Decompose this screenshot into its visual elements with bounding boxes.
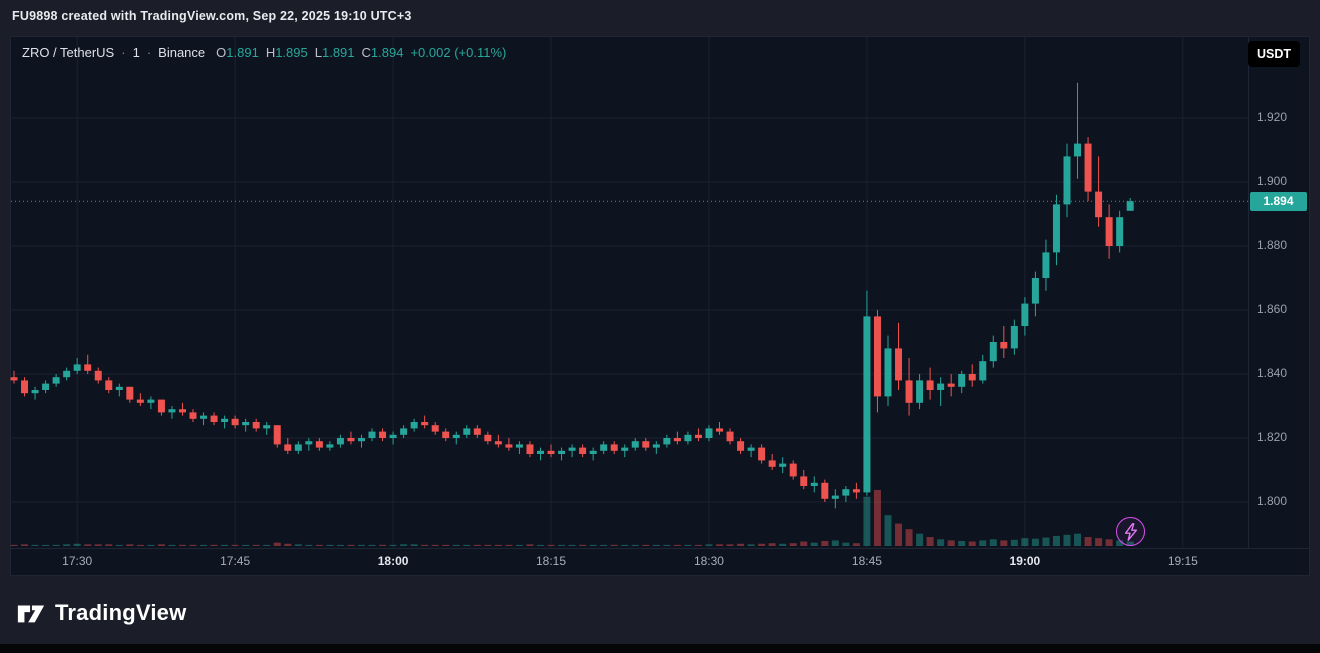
tradingview-brand-link[interactable]: TradingView xyxy=(16,598,186,628)
low-value: 1.891 xyxy=(321,45,355,60)
time-axis-label: 17:30 xyxy=(62,554,93,568)
open-value: 1.891 xyxy=(226,45,259,60)
time-axis-label: 18:00 xyxy=(377,554,409,568)
tradingview-logo-icon xyxy=(17,605,45,623)
time-axis-label: 18:30 xyxy=(693,554,724,568)
bottom-strip xyxy=(0,644,1320,653)
price-axis-label: 1.880 xyxy=(1257,238,1288,252)
time-axis-label: 19:00 xyxy=(1009,554,1041,568)
interval-label[interactable]: 1 xyxy=(132,45,140,60)
price-axis-label: 1.920 xyxy=(1257,110,1288,124)
high-value: 1.895 xyxy=(275,45,308,60)
chart-legend[interactable]: ZRO / TetherUS · 1 · Binance O1.891 H1.8… xyxy=(22,45,506,60)
last-price-badge: 1.894 xyxy=(1250,191,1307,211)
legend-separator: · xyxy=(146,45,152,60)
time-axis-separator xyxy=(11,548,1309,549)
low-label: L xyxy=(314,45,322,60)
price-axis-label: 1.820 xyxy=(1257,430,1288,444)
chart-pane[interactable] xyxy=(10,36,1310,576)
exchange-label: Binance xyxy=(158,45,206,60)
close-value: 1.894 xyxy=(370,45,404,60)
price-axis-separator xyxy=(1248,37,1249,548)
close-label: C xyxy=(361,45,371,60)
currency-toggle-button[interactable]: USDT xyxy=(1248,41,1300,67)
price-axis-label: 1.860 xyxy=(1257,302,1288,316)
lightning-icon xyxy=(1124,522,1137,541)
symbol-title[interactable]: ZRO / TetherUS xyxy=(22,45,115,60)
price-axis-label: 1.900 xyxy=(1257,174,1288,188)
change-label: +0.002 (+0.11%) xyxy=(410,45,507,60)
high-label: H xyxy=(265,45,276,60)
lightning-marker-button[interactable] xyxy=(1116,517,1145,546)
open-label: O xyxy=(216,45,227,60)
brand-name: TradingView xyxy=(55,600,187,625)
time-axis-label: 18:45 xyxy=(851,554,882,568)
attribution-text: FU9898 created with TradingView.com, Sep… xyxy=(12,9,412,23)
price-axis-label: 1.840 xyxy=(1257,366,1288,380)
footer: TradingView xyxy=(16,598,186,628)
ohlc-values: O1.891 H1.895 L1.891 C1.894 xyxy=(216,45,403,60)
time-axis-label: 18:15 xyxy=(536,554,567,568)
time-axis-label: 19:15 xyxy=(1167,554,1198,568)
legend-separator: · xyxy=(121,45,126,60)
time-axis-label: 17:45 xyxy=(220,554,251,568)
time-axis[interactable]: 17:30 17:45 18:00 18:15 18:30 18:45 19:00 19:15 xyxy=(0,554,1320,574)
price-axis-label: 1.800 xyxy=(1257,494,1288,508)
